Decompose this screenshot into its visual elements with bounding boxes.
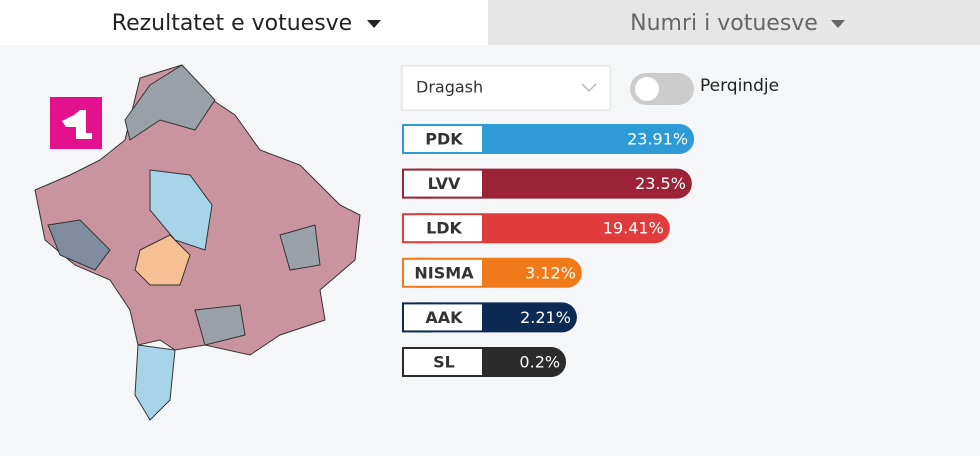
party-label: SL xyxy=(433,353,455,372)
value-label: 3.12% xyxy=(525,263,576,282)
logo xyxy=(50,97,102,149)
value-label: 2.21% xyxy=(520,308,571,327)
tab-label: Rezultatet e votuesve xyxy=(112,11,352,36)
label-box xyxy=(404,304,482,331)
dropdown-value: Dragash xyxy=(416,78,483,97)
label-box xyxy=(404,259,482,286)
toggle[interactable] xyxy=(630,73,694,105)
tab-caret xyxy=(367,20,381,28)
label-box xyxy=(404,349,482,375)
value-label: 23.5% xyxy=(635,174,686,193)
bar-chart: PDK 23.91% LVV 23.5% LDK 19.41% NISMA 3.12% AAK 2… xyxy=(402,124,695,377)
label-box xyxy=(404,126,482,152)
party-label: AAK xyxy=(425,308,463,327)
tab-caret xyxy=(831,20,845,28)
dropdown[interactable]: Dragash xyxy=(401,65,611,111)
party-label: NISMA xyxy=(414,263,474,282)
tab-inactive[interactable] xyxy=(488,0,980,45)
value-label: 19.41% xyxy=(603,219,664,238)
tab-label: Numri i votuesve xyxy=(630,11,818,36)
value-label: 0.2% xyxy=(519,353,560,372)
party-label: LVV xyxy=(428,174,461,193)
label-box xyxy=(404,215,482,242)
party-label: LDK xyxy=(426,219,462,238)
value-label: 23.91% xyxy=(627,130,688,149)
label-box xyxy=(404,170,482,197)
tab-active[interactable] xyxy=(0,0,488,45)
toggle-label: Perqindje xyxy=(700,76,779,96)
party-label: PDK xyxy=(425,130,463,149)
map xyxy=(34,64,361,421)
